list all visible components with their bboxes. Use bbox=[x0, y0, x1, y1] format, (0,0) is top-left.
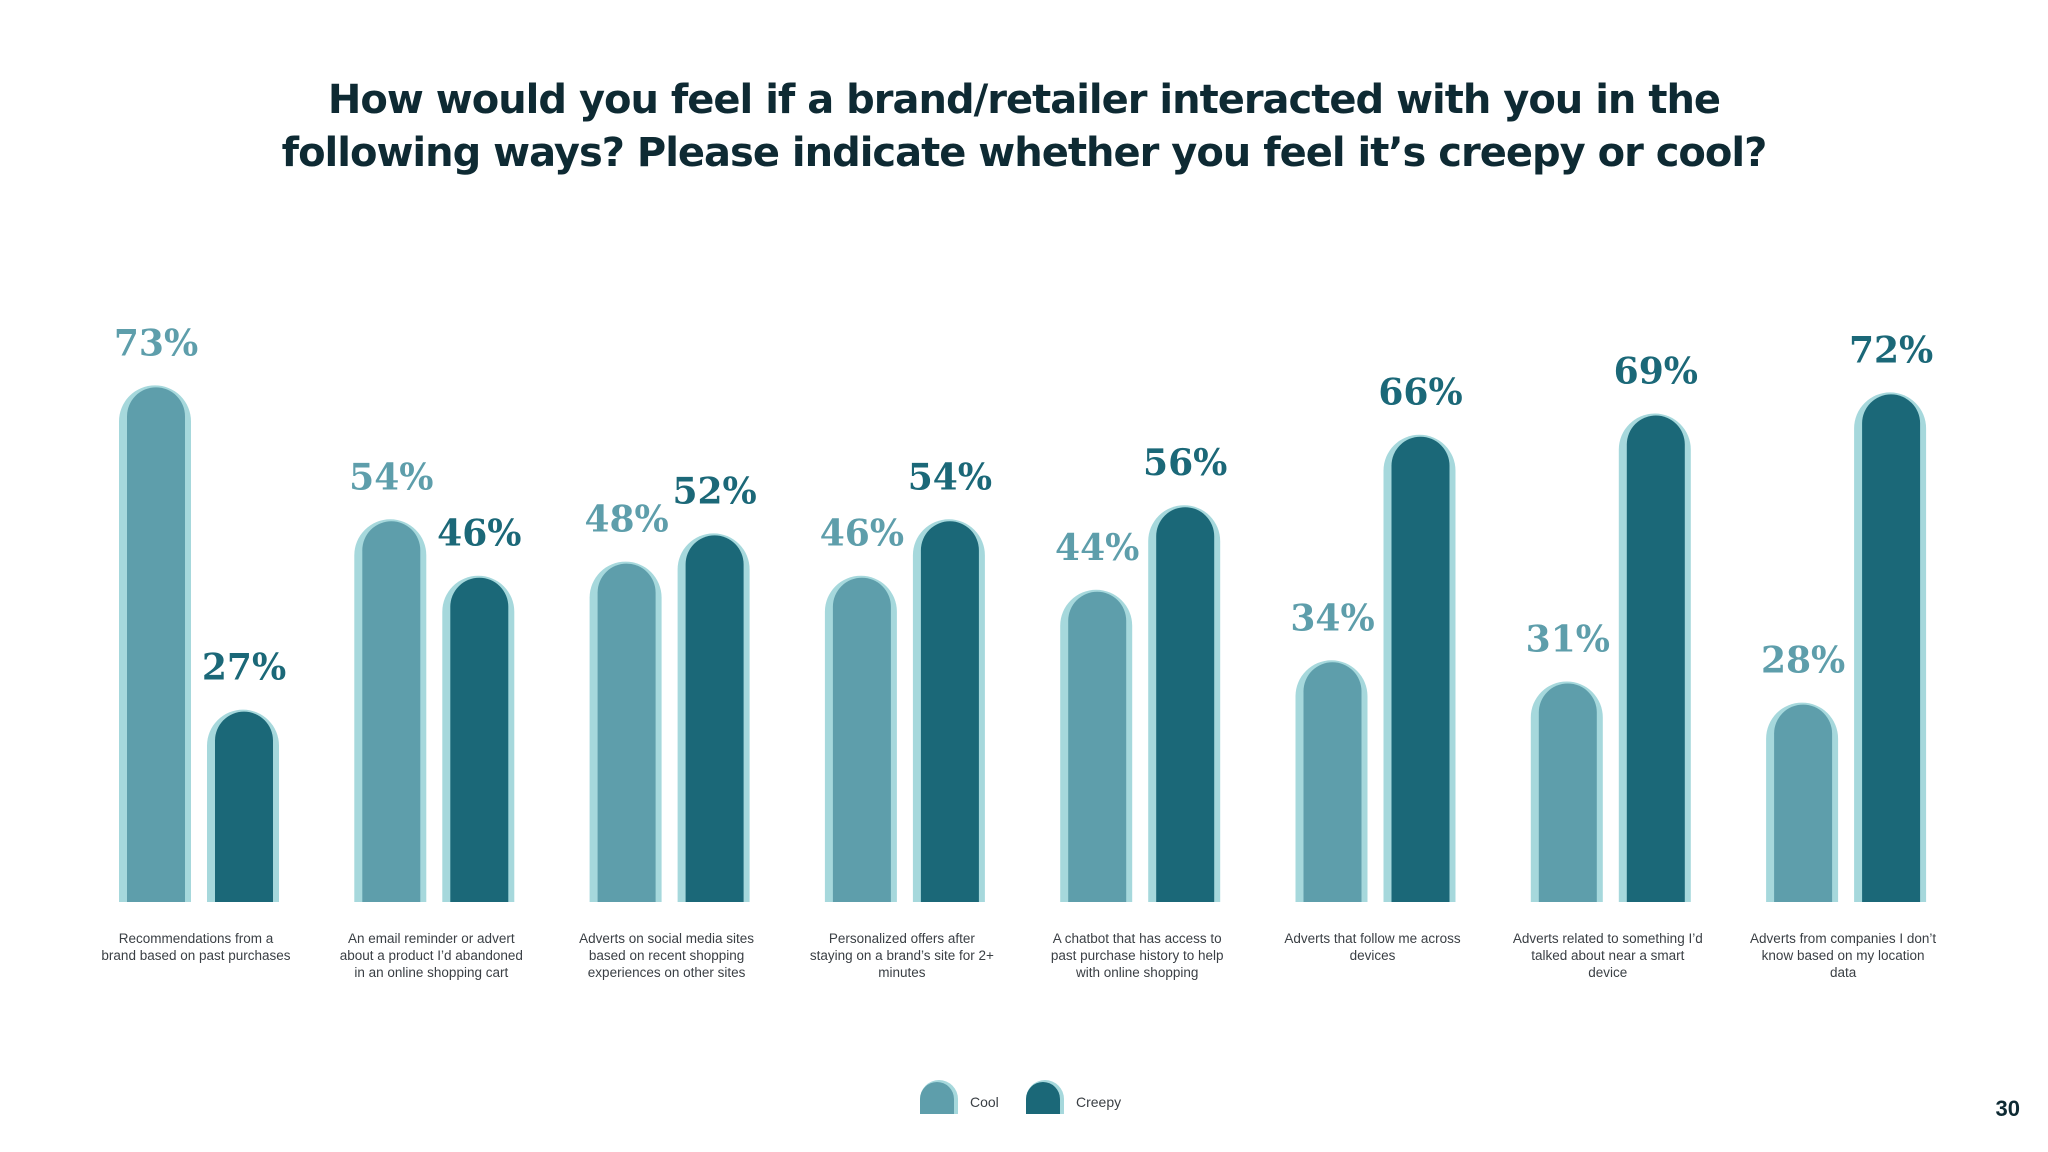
bar-group-7: 31% 69% bbox=[1526, 351, 1698, 902]
category-label-2: An email reminder or advert about a prod… bbox=[339, 931, 523, 980]
bar-cool-3 bbox=[597, 563, 656, 902]
data-label-creepy-7: 69% bbox=[1614, 351, 1698, 393]
legend: Cool Creepy bbox=[920, 1080, 1240, 1116]
data-label-creepy-1: 27% bbox=[202, 647, 286, 689]
bar-group-6: 34% 66% bbox=[1290, 372, 1463, 902]
data-label-cool-1: 73% bbox=[114, 322, 198, 364]
category-label-8: Adverts from companies I don’t know base… bbox=[1750, 931, 1937, 980]
data-label-cool-7: 31% bbox=[1526, 618, 1610, 660]
category-label-7: Adverts related to something I’d talked … bbox=[1512, 931, 1703, 980]
data-label-cool-2: 54% bbox=[349, 456, 433, 498]
legend-label-cool: Cool bbox=[970, 1094, 999, 1110]
bar-cool-2 bbox=[362, 521, 421, 902]
data-label-creepy-5: 56% bbox=[1143, 442, 1227, 484]
bar-creepy-6 bbox=[1391, 436, 1450, 902]
data-label-creepy-8: 72% bbox=[1849, 329, 1933, 371]
data-label-cool-4: 46% bbox=[820, 513, 904, 555]
bar-creepy-7 bbox=[1626, 415, 1685, 902]
bar-creepy-3 bbox=[685, 535, 744, 902]
bar-group-5: 44% 56% bbox=[1055, 442, 1227, 902]
data-label-creepy-4: 54% bbox=[908, 456, 992, 498]
data-label-creepy-6: 66% bbox=[1378, 372, 1462, 414]
legend-swatch-creepy bbox=[1026, 1080, 1064, 1114]
bar-creepy-4 bbox=[920, 521, 979, 902]
category-label-6: Adverts that follow me across devices bbox=[1284, 931, 1461, 963]
bar-creepy-5 bbox=[1156, 507, 1215, 902]
data-label-cool-6: 34% bbox=[1290, 597, 1374, 639]
chart-title-line-1: How would you feel if a brand/retailer i… bbox=[327, 77, 1721, 123]
legend-label-creepy: Creepy bbox=[1076, 1094, 1122, 1110]
category-label-5: A chatbot that has access to past purcha… bbox=[1050, 931, 1224, 980]
data-label-cool-3: 48% bbox=[584, 499, 668, 541]
category-label-4: Personalized offers after staying on a b… bbox=[809, 931, 994, 980]
chart-title: How would you feel if a brand/retailer i… bbox=[0, 74, 2048, 180]
bar-cool-7 bbox=[1538, 683, 1597, 902]
bar-group-1: 73% 27% bbox=[114, 322, 286, 903]
bar-creepy-1 bbox=[215, 711, 273, 902]
bar-group-4: 46%54% bbox=[820, 456, 992, 902]
category-label-1: Recommendations from a brand based on pa… bbox=[101, 931, 291, 963]
data-label-creepy-3: 52% bbox=[672, 470, 756, 512]
chart-title-line-2: following ways? Please indicate whether … bbox=[281, 130, 1768, 176]
page-number: 30 bbox=[1995, 1096, 2020, 1121]
legend-swatch-cool bbox=[920, 1080, 958, 1114]
bar-cool-8 bbox=[1774, 704, 1833, 902]
bar-group-2: 54%46% bbox=[349, 456, 521, 902]
legend-swatch-creepy-fill bbox=[1026, 1082, 1060, 1114]
legend-swatch-cool-fill bbox=[920, 1082, 954, 1114]
bar-creepy-2 bbox=[450, 577, 509, 902]
bar-group-8: 28% 72% bbox=[1761, 329, 1933, 902]
data-label-cool-5: 44% bbox=[1055, 527, 1139, 569]
bar-group-3: 48%52% bbox=[584, 470, 757, 902]
bar-cool-6 bbox=[1303, 662, 1362, 902]
bar-cool-1 bbox=[127, 387, 185, 903]
bar-cool-5 bbox=[1068, 591, 1127, 902]
category-label-3: Adverts on social media sites based on r… bbox=[579, 931, 754, 980]
bar-cool-4 bbox=[832, 577, 891, 902]
data-label-cool-8: 28% bbox=[1761, 640, 1845, 682]
data-label-creepy-2: 46% bbox=[437, 513, 521, 555]
bar-creepy-8 bbox=[1862, 394, 1921, 902]
